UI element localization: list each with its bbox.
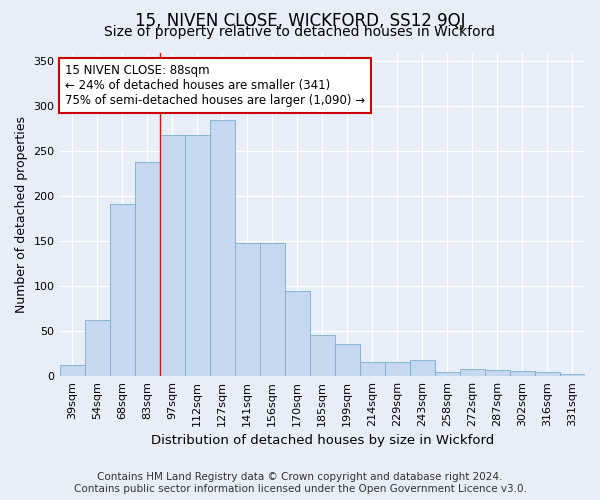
X-axis label: Distribution of detached houses by size in Wickford: Distribution of detached houses by size … (151, 434, 494, 448)
Text: Size of property relative to detached houses in Wickford: Size of property relative to detached ho… (104, 25, 496, 39)
Bar (134, 162, 160, 376)
Bar (209, 120, 235, 376)
Text: 15, NIVEN CLOSE, WICKFORD, SS12 9QJ: 15, NIVEN CLOSE, WICKFORD, SS12 9QJ (135, 12, 465, 30)
Bar (560, 374, 585, 376)
Bar (435, 372, 460, 376)
Bar (335, 344, 360, 376)
Bar (285, 291, 310, 376)
Bar (510, 371, 535, 376)
Bar (485, 370, 510, 376)
Bar (160, 135, 185, 376)
Bar (59, 366, 85, 376)
Bar (85, 320, 110, 376)
Text: 15 NIVEN CLOSE: 88sqm
← 24% of detached houses are smaller (341)
75% of semi-det: 15 NIVEN CLOSE: 88sqm ← 24% of detached … (65, 64, 365, 107)
Bar (310, 335, 335, 376)
Bar (385, 362, 410, 376)
Bar (110, 204, 134, 376)
Bar (235, 243, 260, 376)
Bar (410, 360, 435, 376)
Y-axis label: Number of detached properties: Number of detached properties (15, 116, 28, 313)
Text: Contains HM Land Registry data © Crown copyright and database right 2024.
Contai: Contains HM Land Registry data © Crown c… (74, 472, 526, 494)
Bar (535, 372, 560, 376)
Bar (260, 243, 285, 376)
Bar (360, 362, 385, 376)
Bar (460, 369, 485, 376)
Bar (185, 135, 209, 376)
